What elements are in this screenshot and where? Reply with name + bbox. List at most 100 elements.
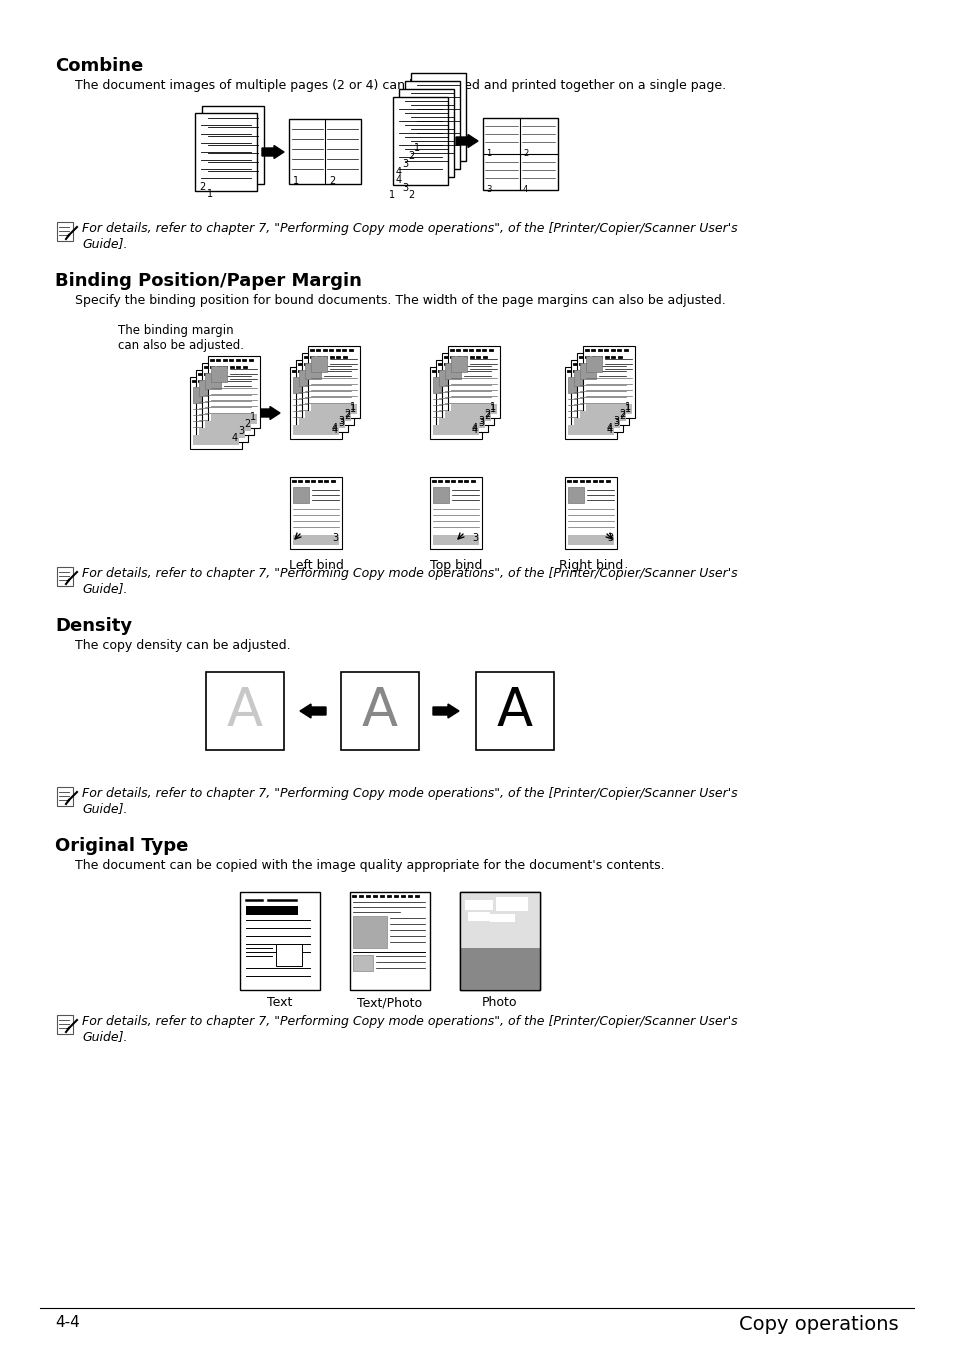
Bar [468, 913, 490, 921]
Text: Copy operations: Copy operations [739, 1315, 898, 1334]
Bar [293, 487, 309, 504]
Bar [579, 410, 625, 421]
Bar [290, 367, 341, 439]
Text: 2: 2 [483, 409, 490, 418]
Bar [305, 410, 351, 421]
Text: 1: 1 [350, 404, 355, 414]
Bar [567, 377, 583, 393]
Text: 2: 2 [329, 176, 335, 186]
Text: 3: 3 [613, 418, 618, 428]
FancyArrow shape [257, 406, 280, 420]
Bar [567, 425, 614, 435]
Bar [436, 360, 488, 432]
FancyArrow shape [299, 703, 326, 718]
Bar [305, 363, 320, 379]
Text: 3: 3 [485, 185, 491, 194]
Bar [398, 89, 454, 177]
Text: 3: 3 [332, 533, 337, 543]
Bar [302, 352, 354, 425]
Text: A: A [361, 684, 397, 737]
Text: The document can be copied with the image quality appropriate for the document's: The document can be copied with the imag… [75, 859, 664, 872]
Bar [57, 567, 73, 586]
Bar [211, 366, 227, 382]
Bar [206, 672, 284, 751]
Bar [464, 900, 493, 910]
Text: For details, refer to chapter 7, "Performing Copy mode operations", of the [Prin: For details, refer to chapter 7, "Perfor… [82, 787, 737, 815]
Bar [202, 363, 253, 435]
Text: 2: 2 [483, 410, 490, 421]
Bar [298, 370, 314, 386]
Bar [308, 346, 359, 418]
Text: Photo: Photo [482, 996, 517, 1008]
Bar [193, 387, 209, 404]
Text: 3: 3 [606, 533, 613, 543]
Text: 3: 3 [477, 416, 483, 427]
Bar [311, 356, 327, 373]
Bar [298, 418, 345, 428]
Text: 4-4: 4-4 [55, 1315, 80, 1330]
Bar [444, 363, 460, 379]
Text: Combine: Combine [55, 57, 143, 76]
Text: 1: 1 [350, 402, 355, 412]
Text: 1: 1 [207, 189, 213, 198]
Text: A: A [227, 684, 263, 737]
Text: Density: Density [55, 617, 132, 634]
Bar [582, 346, 635, 418]
Bar [57, 1015, 73, 1034]
Bar [190, 377, 242, 450]
FancyArrow shape [433, 703, 458, 718]
Text: Left bind: Left bind [288, 559, 343, 572]
Text: Original Type: Original Type [55, 837, 188, 855]
Text: 3: 3 [477, 418, 483, 428]
Text: 3: 3 [337, 416, 344, 427]
Bar [476, 672, 554, 751]
Text: 3: 3 [401, 184, 408, 193]
Text: 4: 4 [472, 423, 477, 433]
Text: 4: 4 [606, 423, 613, 433]
Bar [290, 477, 341, 549]
Text: Right bind: Right bind [558, 559, 622, 572]
Bar [564, 367, 617, 439]
Bar [293, 377, 309, 393]
Text: 1: 1 [485, 148, 491, 158]
Bar [340, 672, 418, 751]
Bar [438, 418, 484, 428]
Bar [459, 892, 539, 990]
Bar [393, 97, 448, 185]
FancyArrow shape [262, 146, 284, 158]
Bar [211, 414, 256, 424]
Text: 1: 1 [414, 143, 419, 153]
Text: 4: 4 [332, 425, 337, 435]
Bar [433, 425, 478, 435]
Bar [490, 914, 515, 922]
Text: 4: 4 [232, 433, 238, 443]
Text: 2: 2 [244, 418, 250, 429]
Bar [438, 370, 455, 386]
Bar [353, 917, 387, 948]
Bar [275, 944, 302, 967]
Text: 2: 2 [618, 409, 624, 418]
Bar [240, 892, 319, 990]
Text: For details, refer to chapter 7, "Performing Copy mode operations", of the [Prin: For details, refer to chapter 7, "Perfor… [82, 1015, 737, 1044]
Text: The copy density can be adjusted.: The copy density can be adjusted. [75, 639, 291, 652]
Bar [353, 954, 373, 971]
Text: 3: 3 [472, 533, 477, 543]
Text: 3: 3 [337, 418, 344, 428]
Bar [295, 360, 348, 432]
Text: Text/Photo: Text/Photo [357, 996, 422, 1008]
Bar [433, 377, 449, 393]
Text: 4: 4 [522, 185, 528, 194]
Bar [57, 221, 73, 242]
Bar [411, 73, 465, 161]
Bar [202, 107, 264, 184]
Text: 3: 3 [237, 427, 244, 436]
Bar [451, 356, 467, 373]
Bar [57, 787, 73, 806]
Text: 4: 4 [395, 176, 402, 185]
Text: Top bind: Top bind [430, 559, 481, 572]
Text: 4: 4 [395, 167, 402, 177]
Bar [311, 404, 356, 414]
Text: 4: 4 [606, 425, 613, 435]
Text: 1: 1 [293, 176, 299, 186]
Text: 3: 3 [613, 416, 618, 427]
